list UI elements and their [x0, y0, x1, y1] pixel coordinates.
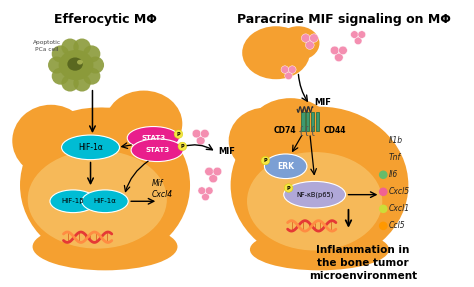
Text: Mif
Cxcl4: Mif Cxcl4 — [151, 179, 173, 199]
Ellipse shape — [127, 127, 180, 149]
Text: Efferocytic MΦ: Efferocytic MΦ — [54, 13, 156, 26]
Ellipse shape — [264, 154, 307, 179]
Text: Ccl5: Ccl5 — [389, 221, 406, 230]
Text: P: P — [264, 158, 267, 163]
Ellipse shape — [20, 108, 190, 263]
Text: NF-κB(p65): NF-κB(p65) — [296, 191, 333, 198]
Ellipse shape — [285, 72, 292, 79]
Ellipse shape — [247, 152, 382, 251]
Ellipse shape — [379, 222, 388, 230]
Text: Il1b: Il1b — [389, 136, 403, 145]
Ellipse shape — [59, 50, 93, 80]
Text: Inflammation in
the bone tumor
microenvironment: Inflammation in the bone tumor microenvi… — [309, 245, 417, 281]
Ellipse shape — [354, 37, 362, 44]
Ellipse shape — [277, 26, 319, 60]
Ellipse shape — [284, 181, 346, 208]
Ellipse shape — [28, 150, 167, 249]
Ellipse shape — [358, 31, 365, 38]
Ellipse shape — [201, 129, 209, 138]
Text: HIF-1α: HIF-1α — [93, 198, 117, 204]
Ellipse shape — [209, 174, 218, 183]
Ellipse shape — [62, 135, 119, 160]
Ellipse shape — [61, 38, 79, 56]
Ellipse shape — [330, 46, 339, 55]
FancyBboxPatch shape — [301, 112, 304, 131]
Ellipse shape — [205, 187, 213, 195]
Text: Cxcl1: Cxcl1 — [389, 204, 410, 213]
Ellipse shape — [379, 205, 388, 213]
Ellipse shape — [12, 105, 90, 177]
Ellipse shape — [105, 91, 182, 157]
Ellipse shape — [87, 57, 104, 73]
Ellipse shape — [83, 45, 100, 63]
Ellipse shape — [288, 66, 296, 73]
Text: HIF-1α: HIF-1α — [78, 143, 103, 152]
Text: P: P — [181, 144, 184, 149]
Ellipse shape — [73, 75, 91, 92]
Text: {{{: {{{ — [297, 125, 316, 135]
Ellipse shape — [52, 45, 69, 63]
Ellipse shape — [205, 167, 213, 176]
Ellipse shape — [52, 68, 69, 85]
FancyBboxPatch shape — [316, 112, 319, 131]
Ellipse shape — [379, 188, 388, 196]
Text: ERK: ERK — [277, 162, 294, 171]
Ellipse shape — [196, 136, 205, 145]
Ellipse shape — [61, 75, 79, 92]
Text: P: P — [287, 185, 291, 191]
Text: P: P — [177, 132, 180, 137]
Ellipse shape — [213, 167, 222, 176]
Ellipse shape — [44, 108, 150, 168]
Ellipse shape — [250, 98, 331, 159]
Text: Paracrine MIF signaling on MΦ: Paracrine MIF signaling on MΦ — [237, 13, 451, 26]
Ellipse shape — [281, 66, 289, 73]
Ellipse shape — [338, 46, 347, 55]
Ellipse shape — [301, 34, 310, 42]
Text: CD44: CD44 — [323, 126, 346, 135]
Ellipse shape — [351, 31, 358, 38]
Ellipse shape — [192, 129, 201, 138]
Text: CD74: CD74 — [273, 126, 296, 135]
FancyBboxPatch shape — [311, 112, 314, 131]
FancyBboxPatch shape — [306, 112, 310, 131]
Ellipse shape — [73, 38, 91, 56]
Ellipse shape — [310, 34, 319, 42]
Ellipse shape — [131, 139, 183, 162]
Ellipse shape — [201, 193, 210, 201]
Ellipse shape — [178, 142, 187, 151]
Ellipse shape — [250, 229, 389, 270]
Ellipse shape — [82, 190, 128, 213]
Ellipse shape — [284, 184, 293, 192]
Ellipse shape — [77, 60, 83, 65]
Ellipse shape — [252, 121, 348, 168]
Text: MIF: MIF — [218, 147, 235, 156]
Ellipse shape — [261, 156, 270, 165]
Ellipse shape — [50, 190, 96, 213]
Ellipse shape — [231, 107, 409, 264]
Text: Il6: Il6 — [389, 170, 398, 179]
Text: STAT3: STAT3 — [141, 135, 165, 141]
Ellipse shape — [33, 223, 177, 270]
Ellipse shape — [198, 187, 206, 195]
Ellipse shape — [379, 170, 388, 179]
Text: MIF: MIF — [315, 98, 331, 107]
Ellipse shape — [67, 57, 83, 71]
Ellipse shape — [83, 68, 100, 85]
Text: Tnf: Tnf — [389, 153, 401, 162]
Text: Apoptotic
PCa cell: Apoptotic PCa cell — [33, 40, 61, 52]
Text: HIF-1β: HIF-1β — [62, 198, 84, 204]
Ellipse shape — [305, 41, 314, 49]
Text: STAT3: STAT3 — [145, 147, 169, 153]
Ellipse shape — [174, 130, 183, 138]
Ellipse shape — [48, 57, 65, 73]
Ellipse shape — [335, 53, 343, 62]
Ellipse shape — [242, 26, 310, 79]
Text: Cxcl5: Cxcl5 — [389, 187, 410, 196]
Ellipse shape — [228, 108, 302, 174]
